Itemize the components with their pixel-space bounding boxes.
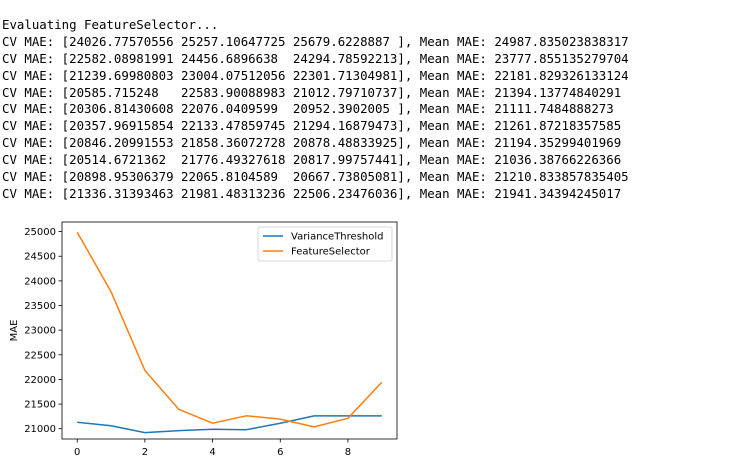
series-line-variancethreshold <box>77 415 382 434</box>
legend-label-featureselector: FeatureSelector <box>291 247 371 258</box>
x-tick-label: 2 <box>142 447 148 458</box>
log-line-cv-mae: CV MAE: [20846.20991553 21858.36072728 2… <box>2 135 622 151</box>
legend-box <box>257 226 393 262</box>
y-tick-label: 21500 <box>24 400 56 411</box>
x-tick-label: 0 <box>74 447 80 458</box>
y-axis-label: MAE <box>9 320 20 342</box>
x-tick-label: 4 <box>209 447 215 458</box>
legend-label-variancethreshold: VarianceThreshold <box>291 232 383 243</box>
y-tick-label: 22000 <box>24 375 56 386</box>
y-tick-label: 24500 <box>24 252 56 263</box>
x-tick-label: 8 <box>345 447 351 458</box>
log-line-cv-mae: CV MAE: [20357.96915854 22133.47859745 2… <box>2 118 622 134</box>
y-tick-label: 23000 <box>24 326 56 337</box>
log-line-cv-mae: CV MAE: [20585.715248 22583.90088983 210… <box>2 84 622 100</box>
log-line-cv-mae: CV MAE: [22582.08981991 24456.6896638 24… <box>2 50 629 66</box>
y-tick-label: 25000 <box>24 227 56 238</box>
x-tick-label: 6 <box>277 447 283 458</box>
log-line-cv-mae: CV MAE: [21336.31393463 21981.48313236 2… <box>2 185 622 201</box>
log-line-cv-mae: CV MAE: [20514.6721362 21776.49327618 20… <box>2 152 622 168</box>
mae-line-chart: 21000 21500 22000 22500 23000 23500 24000 24500… <box>0 214 420 471</box>
y-tick-label: 22500 <box>24 350 56 361</box>
log-line-header: Evaluating FeatureSelector... <box>2 17 219 32</box>
log-line-cv-mae: CV MAE: [21239.69980803 23004.07512056 2… <box>2 67 629 83</box>
log-line-cv-mae: CV MAE: [24026.77570556 25257.10647725 2… <box>2 33 629 49</box>
log-line-cv-mae: CV MAE: [20898.95306379 22065.8104589 20… <box>2 169 629 185</box>
chart-canvas: 21000 21500 22000 22500 23000 23500 24000 24500… <box>9 221 398 458</box>
series-line-featureselector <box>76 231 383 428</box>
y-tick-label: 23500 <box>24 301 56 312</box>
y-tick-label: 24000 <box>24 276 56 287</box>
log-line-cv-mae: CV MAE: [20306.81430608 22076.0409599 20… <box>2 101 614 117</box>
y-tick-label: 21000 <box>24 424 56 435</box>
cell-output-log: Evaluating FeatureSelector... CV MAE: [24… <box>2 17 629 203</box>
